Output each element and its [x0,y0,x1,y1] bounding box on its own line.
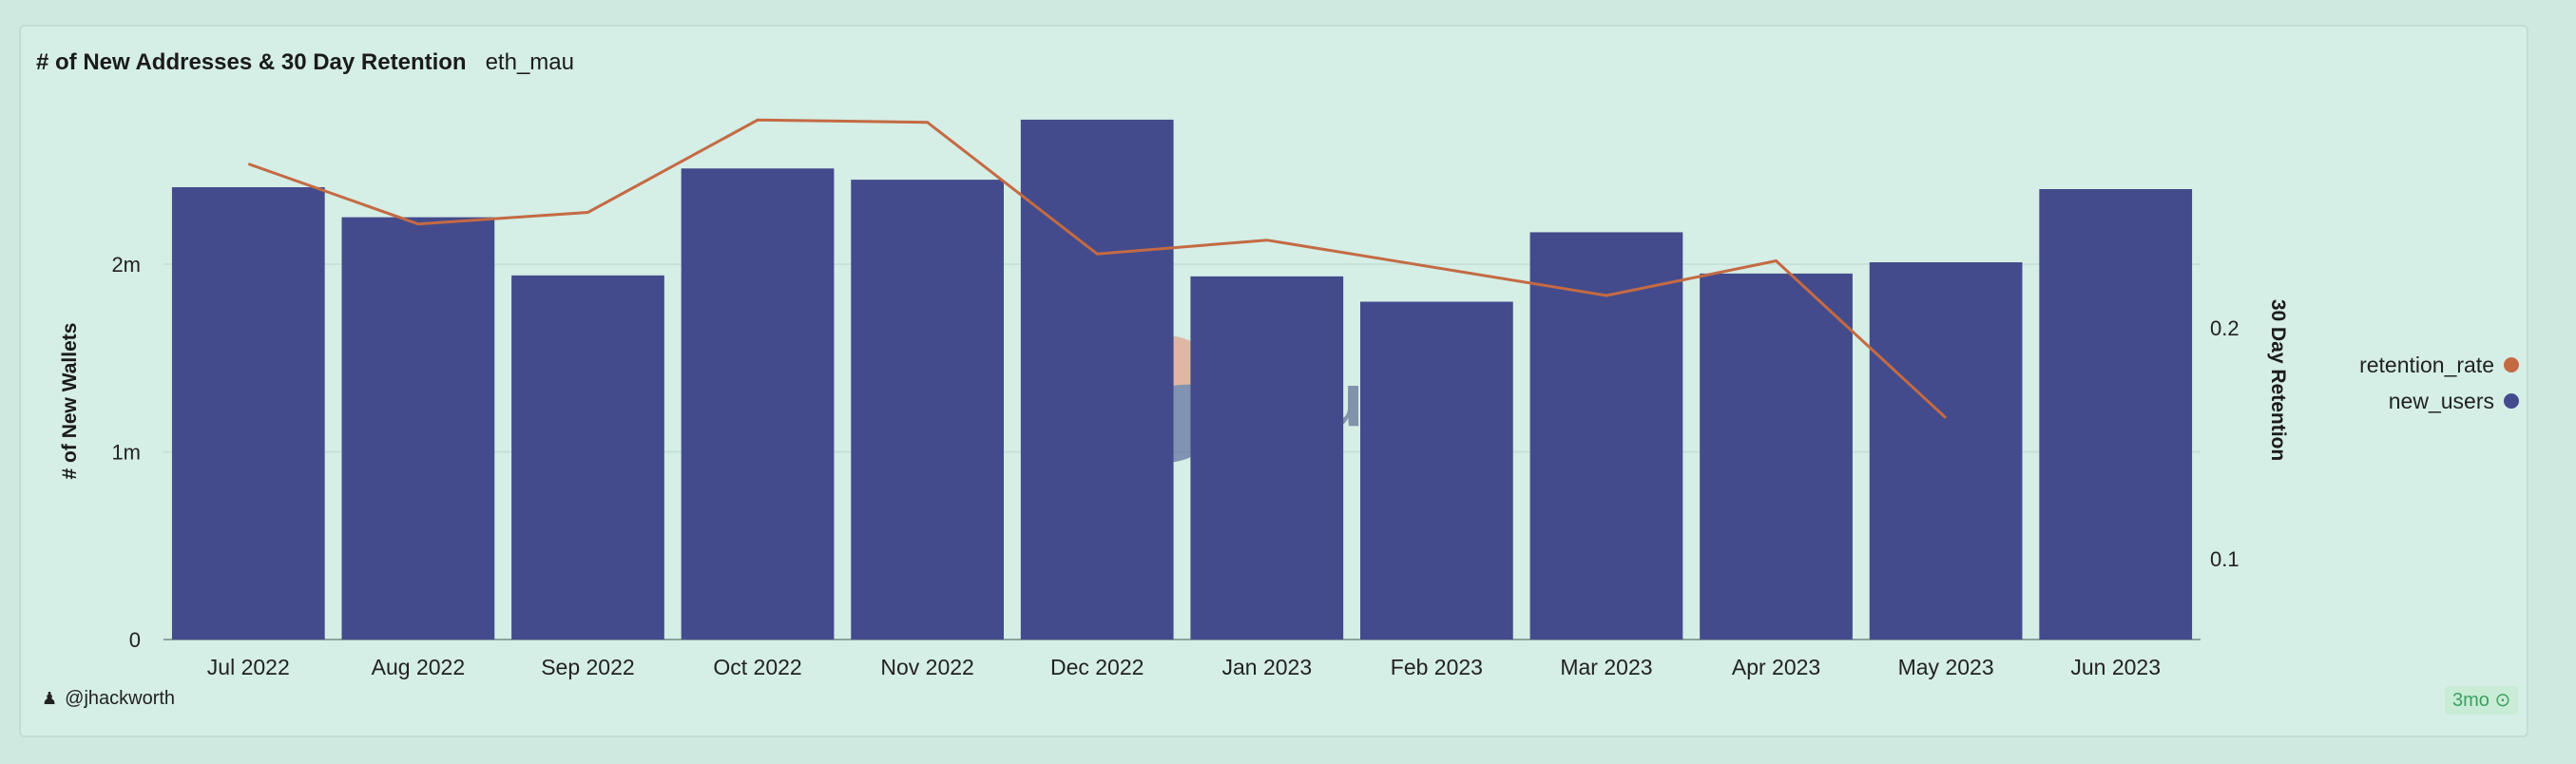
chart-title-block: # of New Addresses & 30 Day Retention eth… [36,49,574,76]
bar-new-users[interactable] [511,275,664,640]
x-tick-label: Jun 2023 [2070,655,2161,679]
chart-title: # of New Addresses & 30 Day Retention [36,49,467,75]
legend-dot-retention-rate [2504,356,2519,372]
x-tick-label: Jul 2022 [207,655,290,679]
bar-series [171,119,2193,640]
x-tick-label: Feb 2023 [1391,655,1483,679]
legend-label-new-users: new_users [2388,389,2494,413]
bar-new-users[interactable] [851,180,1004,640]
x-tick-label: Oct 2022 [713,655,801,679]
y-tick-label-right: 0.1 [2210,547,2240,571]
x-tick-label: Apr 2023 [1732,655,1820,679]
x-tick-label: May 2023 [1898,655,1994,679]
legend-item-retention-rate[interactable]: retention_rate [2359,347,2519,383]
x-tick-label: Nov 2022 [880,655,973,679]
x-tick-label: Dec 2022 [1050,655,1144,679]
axis-ticks: 0 1m 2m 0.1 0.2 Jul 2022 Aug 2022 Sep 2022 Oct 2… [111,253,2239,679]
chart-subtitle: eth_mau [485,49,574,75]
y-tick-label-left: 1m [111,441,141,465]
author-handle: @jhackworth [65,688,176,709]
y-tick-label-right: 0.2 [2210,316,2240,340]
check-circle-icon: ⊙ [2494,690,2511,711]
avatar-icon: ♟ [42,689,58,708]
bar-new-users[interactable] [171,187,325,640]
bar-new-users[interactable] [341,217,495,640]
x-tick-label: Sep 2022 [541,655,634,679]
bar-new-users[interactable] [1360,301,1513,640]
author-link[interactable]: ♟ @jhackworth [42,688,175,710]
legend-dot-new-users [2504,392,2519,409]
x-tick-label: Mar 2023 [1560,655,1652,679]
bar-new-users[interactable] [1190,276,1344,640]
y-axis-label-right: 30 Day Retention [2267,299,2289,461]
age-badge[interactable]: 3mo ⊙ [2445,686,2519,715]
chart-legend: retention_rate new_users [2359,347,2519,419]
bar-new-users[interactable] [1869,262,2023,640]
retention-line [247,118,1948,419]
legend-label-retention-rate: retention_rate [2359,353,2494,377]
age-text: 3mo [2452,690,2489,711]
y-tick-label-left: 2m [111,253,141,277]
y-axis-label-left: # of New Wallets [59,323,81,480]
x-tick-label: Jan 2023 [1221,655,1312,679]
bar-new-users[interactable] [1700,273,1853,640]
x-tick-label: Aug 2022 [372,655,465,679]
y-tick-label-left: 0 [129,628,141,652]
legend-item-new-users[interactable]: new_users [2359,383,2519,419]
bar-new-users[interactable] [2039,189,2193,640]
bar-new-users[interactable] [1529,232,1683,640]
bar-new-users[interactable] [1020,119,1174,640]
bar-new-users[interactable] [681,168,835,640]
